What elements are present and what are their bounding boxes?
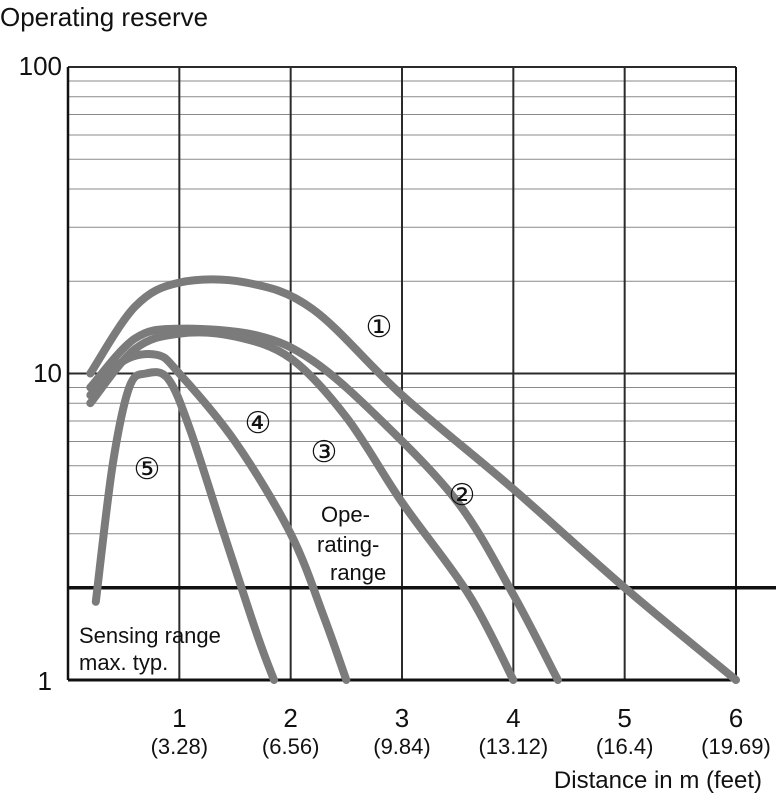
y-tick-label-1: 1 <box>38 666 52 696</box>
operating-range-label-1: Ope- <box>321 502 370 527</box>
x-tick-sublabel: (13.12) <box>478 734 548 759</box>
operating-range-label-3: range <box>330 560 386 585</box>
series-label-3: ③ <box>311 436 338 469</box>
series-label-5: ⑤ <box>134 453 161 486</box>
x-ticks: 1(3.28) 2(6.56) 3(9.84) 4(13.12) 5(16.4) 6(19… <box>151 703 771 759</box>
labels: Operating reserve Distance in m (feet) 1… <box>0 2 762 794</box>
x-axis-title: Distance in m (feet) <box>554 767 762 794</box>
series-label-4: ④ <box>245 407 272 440</box>
sensing-range-label-1: Sensing range <box>79 623 221 648</box>
x-tick-sublabel: (19.69) <box>701 734 771 759</box>
x-tick-label: 5 <box>617 703 631 733</box>
grid <box>66 66 776 682</box>
x-tick-sublabel: (16.4) <box>596 734 653 759</box>
y-axis-title: Operating reserve <box>0 2 208 32</box>
x-tick-label: 4 <box>506 703 520 733</box>
series-line-2 <box>86 324 562 684</box>
x-tick-sublabel: (9.84) <box>373 734 430 759</box>
x-tick-label: 1 <box>172 703 186 733</box>
y-tick-label-10: 10 <box>33 358 62 388</box>
series-line-1 <box>86 275 740 684</box>
series-label-1: ① <box>366 311 393 344</box>
curves <box>86 275 740 684</box>
series-label-2: ② <box>449 479 476 512</box>
x-tick-sublabel: (6.56) <box>262 734 319 759</box>
series-line-4 <box>86 349 351 684</box>
x-tick-label: 3 <box>395 703 409 733</box>
y-tick-label-100: 100 <box>19 51 62 81</box>
x-tick-label: 2 <box>283 703 297 733</box>
series-line-3 <box>86 328 518 684</box>
series-line-5 <box>91 368 278 684</box>
operating-range-label-2: rating- <box>317 532 379 557</box>
x-tick-sublabel: (3.28) <box>151 734 208 759</box>
x-tick-label: 6 <box>729 703 743 733</box>
sensing-range-label-2: max. typ. <box>79 650 168 675</box>
